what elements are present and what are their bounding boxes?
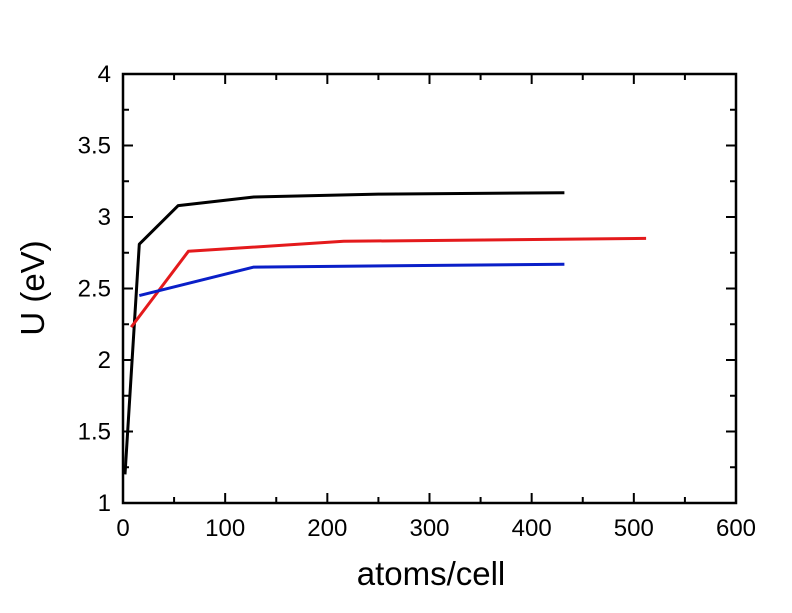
x-tick-label: 400 [512, 515, 552, 542]
y-tick-label: 1.5 [78, 419, 111, 446]
y-tick-label: 2 [98, 347, 111, 374]
y-tick-label: 1 [98, 490, 111, 517]
y-tick-label: 4 [98, 61, 111, 88]
y-tick-label: 2.5 [78, 276, 111, 303]
series-line-3 [138, 262, 565, 298]
y-axis-title: U (eV) [14, 240, 51, 335]
x-tick-label: 0 [116, 515, 129, 542]
series-line-2 [130, 236, 647, 329]
x-axis-title: atoms/cell [357, 555, 506, 592]
x-tick-label: 300 [409, 515, 449, 542]
y-tick-label: 3 [98, 204, 111, 231]
series-line-1 [123, 191, 565, 475]
plot-frame [121, 72, 738, 505]
tick-layer: 0 100 200 300 400 500 600 1 1.5 2 2.5 3 3.5 4 [78, 61, 756, 542]
series-layer [123, 191, 647, 475]
x-tick-label: 500 [614, 515, 654, 542]
y-tick-label: 3.5 [78, 133, 111, 160]
x-tick-label: 100 [205, 515, 245, 542]
x-tick-label: 600 [716, 515, 756, 542]
x-tick-label: 200 [307, 515, 347, 542]
